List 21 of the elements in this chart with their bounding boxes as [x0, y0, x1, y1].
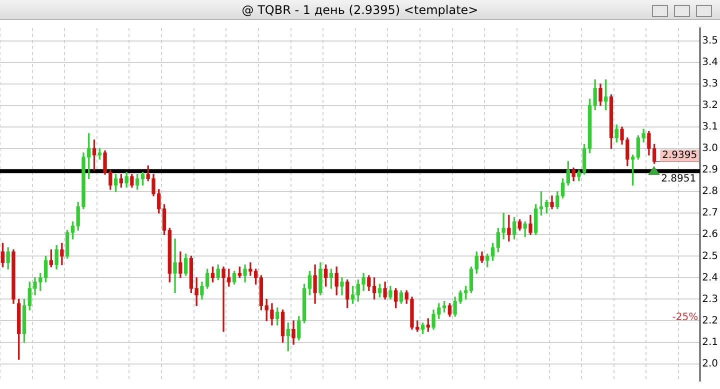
y-tick-label: 3.2	[702, 100, 718, 112]
y-tick-label: 3.1	[702, 122, 718, 133]
y-tick-label: 3.4	[702, 57, 718, 68]
ref-line-label: 2.9395	[662, 150, 698, 162]
y-tick-label: 2.8	[702, 186, 718, 198]
annotation: -25%	[672, 312, 698, 324]
ref-line-label: 2.8951	[661, 174, 696, 185]
y-tick-label: 2.5	[702, 250, 718, 262]
y-tick-label: 3.3	[702, 78, 718, 90]
y-tick-label: 2.2	[702, 315, 718, 326]
y-tick-label: 2.0	[702, 358, 718, 370]
chart-title: @ TQBR - 1 день (2.9395) <template>	[242, 3, 478, 17]
y-tick-label: 2.1	[702, 336, 718, 348]
y-tick-label: 3.0	[702, 143, 718, 154]
y-tick-label: 2.4	[702, 272, 718, 284]
y-tick-label: 2.3	[702, 294, 718, 305]
y-tick-label: 2.7	[702, 208, 718, 219]
candlestick	[173, 238, 177, 294]
y-tick-label: 3.5	[702, 36, 718, 47]
y-tick-label: 2.9	[702, 164, 718, 176]
y-tick-label: 2.6	[702, 229, 718, 240]
